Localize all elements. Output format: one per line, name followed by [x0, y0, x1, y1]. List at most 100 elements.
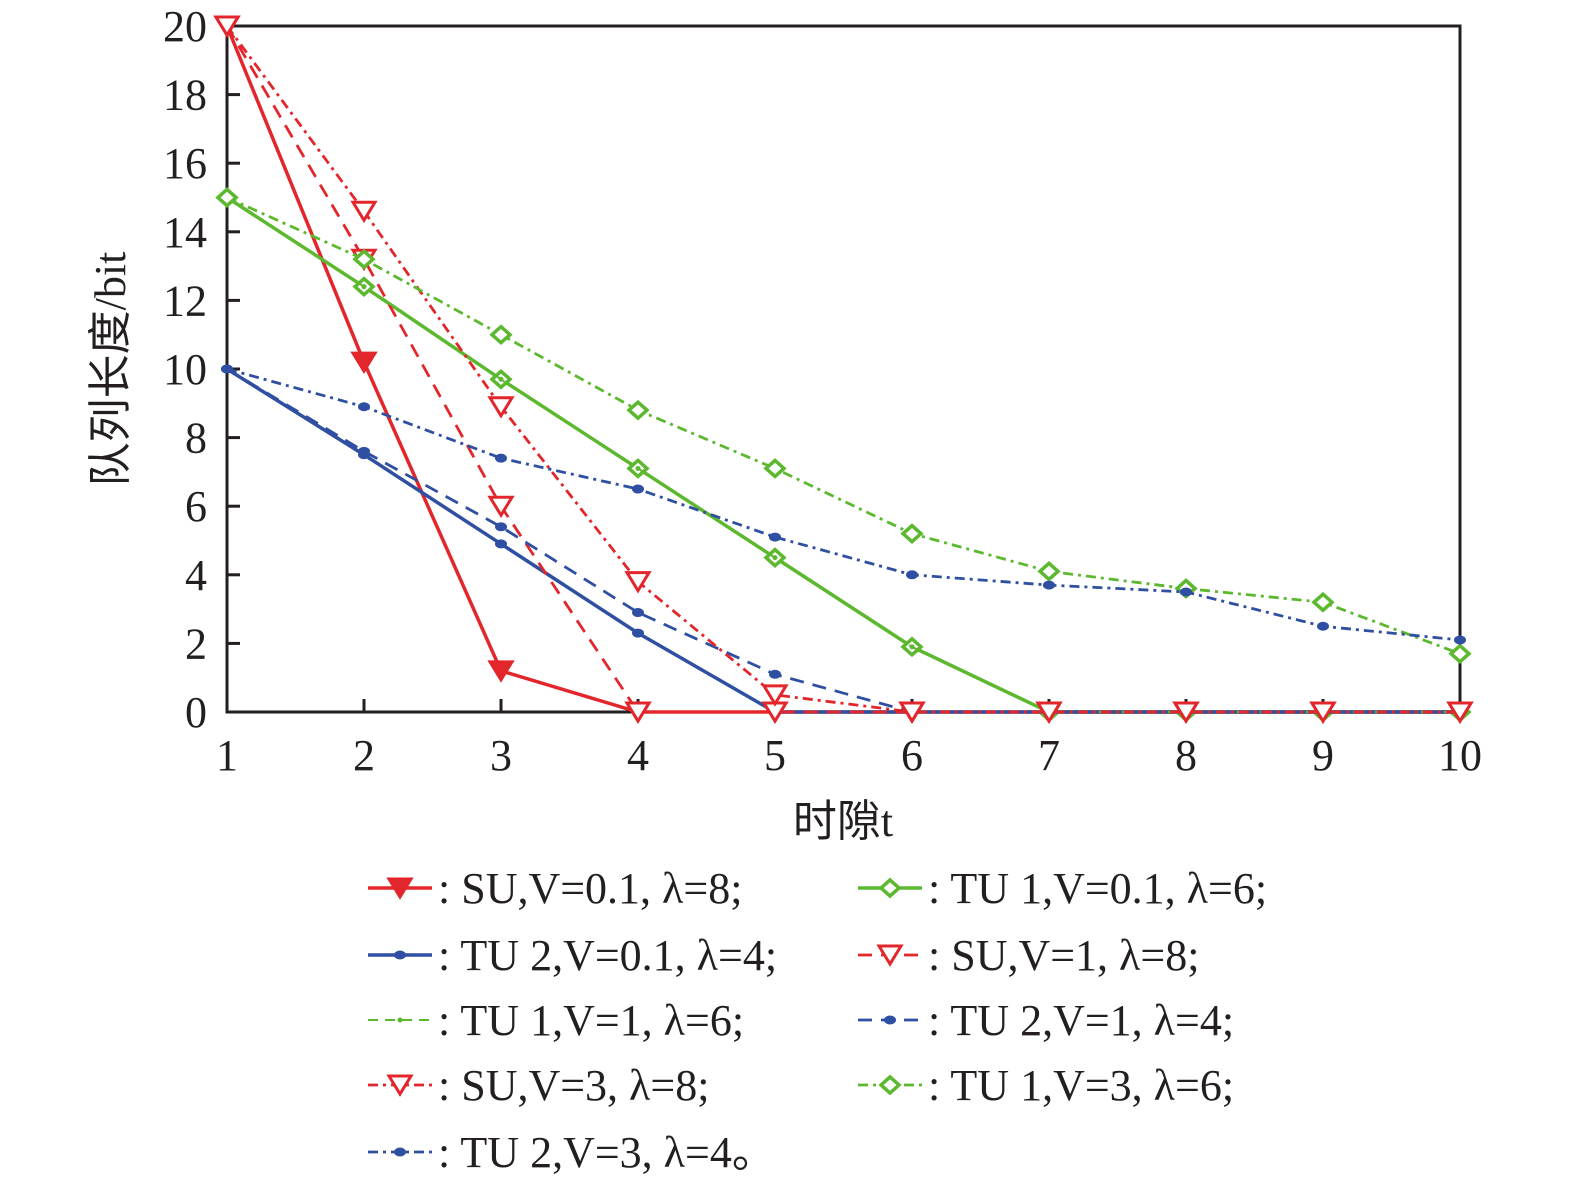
plot-frame — [225, 24, 1462, 714]
triangle-marker — [213, 15, 241, 38]
dot-marker — [495, 453, 507, 463]
diamond-marker — [878, 1074, 902, 1096]
series-7 — [215, 187, 1472, 665]
x-tick-label: 7 — [1038, 731, 1060, 780]
diamond-marker — [489, 324, 513, 346]
legend-item: : TU 2,V=1, λ=4; — [858, 996, 1234, 1045]
diamond-marker — [626, 399, 650, 421]
series-line — [225, 25, 1460, 714]
y-tick-label: 18 — [163, 71, 207, 120]
legend-item: : TU 1,V=3, λ=6; — [858, 1061, 1234, 1110]
y-tick-label: 10 — [163, 345, 207, 394]
x-tick-label: 9 — [1312, 731, 1334, 780]
y-tick-label: 20 — [163, 2, 207, 51]
triangle-marker — [624, 701, 652, 724]
legend-label: : TU 1,V=3, λ=6; — [928, 1061, 1234, 1110]
dot-marker — [495, 522, 507, 532]
small-marker — [397, 1017, 403, 1023]
dot-marker — [495, 539, 507, 549]
legend-label: : TU 2,V=0.1, λ=4; — [438, 931, 777, 980]
diamond-marker — [1448, 643, 1472, 665]
dot-marker — [394, 1147, 406, 1157]
y-axis-label: 队列长度/bit — [86, 252, 135, 487]
triangle-marker — [876, 944, 904, 967]
legend-label: : SU,V=3, λ=8; — [438, 1061, 709, 1110]
diamond-marker — [878, 877, 902, 899]
legend-label: : SU,V=1, λ=8; — [928, 931, 1199, 980]
dot-marker — [1454, 635, 1466, 645]
legend-item: : TU 2,V=3, λ=4。 — [368, 1128, 776, 1177]
triangle-marker — [1035, 701, 1063, 724]
triangle-marker — [487, 396, 515, 419]
legend-item: : SU,V=3, λ=8; — [368, 1061, 709, 1110]
x-tick-label: 8 — [1175, 731, 1197, 780]
dot-marker — [1043, 580, 1055, 590]
dot-marker — [632, 484, 644, 494]
y-tick-label: 2 — [185, 619, 207, 668]
y-tick-label: 8 — [185, 414, 207, 463]
diamond-marker — [352, 248, 376, 270]
triangle-marker — [1446, 701, 1474, 724]
legend-item: : TU 2,V=0.1, λ=4; — [368, 931, 777, 980]
x-tick-label: 4 — [627, 731, 649, 780]
diamond-marker — [1037, 561, 1061, 582]
series-8 — [221, 364, 1466, 645]
legend-item: : TU 1,V=0.1, λ=6; — [858, 864, 1267, 913]
series-line — [226, 367, 1460, 714]
diamond-marker — [1311, 591, 1335, 613]
small-marker — [498, 376, 504, 382]
x-tick-label: 2 — [353, 731, 375, 780]
dot-marker — [358, 402, 370, 412]
legend-label: : TU 1,V=0.1, λ=6; — [928, 864, 1267, 913]
diamond-marker — [215, 187, 239, 208]
series-4 — [224, 195, 1463, 715]
triangle-marker — [487, 660, 515, 683]
triangle-marker — [1309, 701, 1337, 724]
legend-label: : SU,V=0.1, λ=8; — [438, 864, 742, 913]
diamond-marker — [763, 458, 787, 479]
dot-marker — [1180, 587, 1192, 597]
x-tick-label: 6 — [901, 731, 923, 780]
legend-label: : TU 2,V=1, λ=4; — [928, 996, 1234, 1045]
triangle-marker — [624, 571, 652, 594]
dot-marker — [632, 628, 644, 638]
triangle-marker — [1172, 701, 1200, 724]
y-tick-label: 6 — [185, 482, 207, 531]
y-tick-label: 14 — [163, 208, 207, 257]
series-line — [226, 367, 1461, 642]
x-tick-label: 3 — [490, 731, 512, 780]
x-tick-label: 5 — [764, 731, 786, 780]
triangle-marker — [350, 200, 378, 224]
y-tick-label: 4 — [185, 551, 207, 600]
small-marker — [635, 465, 641, 471]
series-line — [225, 25, 1460, 714]
dot-marker — [632, 608, 644, 618]
triangle-marker — [487, 495, 515, 519]
triangle-marker — [761, 684, 789, 707]
series-line — [226, 367, 1460, 714]
dot-marker — [394, 950, 406, 960]
y-tick-label: 12 — [163, 276, 207, 325]
dot-marker — [358, 446, 370, 456]
legend-label: : TU 2,V=3, λ=4。 — [438, 1128, 776, 1177]
legend-label: : TU 1,V=1, λ=6; — [438, 996, 744, 1045]
dot-marker — [1317, 621, 1329, 631]
dot-marker — [906, 570, 918, 580]
dot-marker — [884, 1015, 896, 1025]
legend: : SU,V=0.1, λ=8; : TU 1,V=0.1, λ=6; : TU 2… — [368, 864, 1267, 1177]
series-line — [225, 25, 1460, 714]
x-tick-label: 1 — [216, 731, 238, 780]
diamond-marker — [900, 523, 924, 544]
series-line — [226, 196, 1461, 656]
series-6 — [213, 15, 1474, 724]
y-tick-label: 0 — [185, 688, 207, 737]
small-marker — [772, 555, 778, 561]
legend-item: : TU 1,V=1, λ=6; — [368, 996, 744, 1045]
x-tick-label: 10 — [1438, 731, 1482, 780]
y-tick-label: 16 — [163, 139, 207, 188]
series-5 — [221, 364, 1466, 717]
triangle-marker — [386, 877, 414, 900]
dot-marker — [769, 669, 781, 679]
small-marker — [361, 284, 367, 290]
